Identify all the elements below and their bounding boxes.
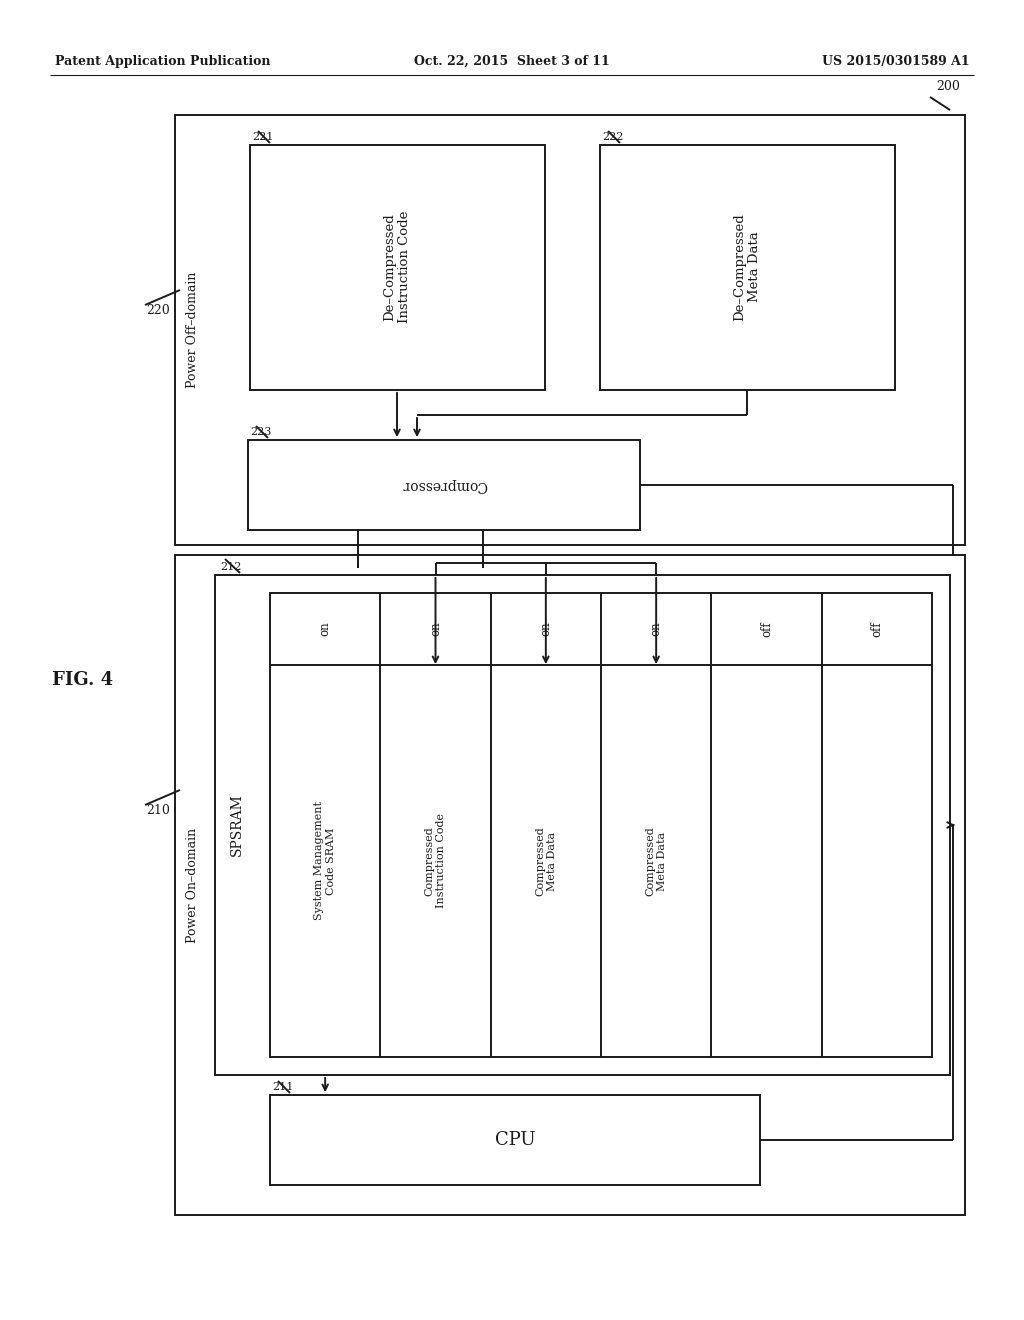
Bar [250, 145, 545, 389]
Text: 223: 223 [250, 426, 271, 437]
Text: Compressed
Meta Data: Compressed Meta Data [535, 826, 557, 896]
Text: Oct. 22, 2015  Sheet 3 of 11: Oct. 22, 2015 Sheet 3 of 11 [414, 55, 610, 69]
Text: 222: 222 [602, 132, 624, 143]
Text: on: on [540, 622, 552, 636]
Text: FIG. 4: FIG. 4 [52, 671, 113, 689]
Text: De–Compressed
Meta Data: De–Compressed Meta Data [733, 213, 761, 321]
Bar [175, 115, 965, 545]
Text: System Management
Code SRAM: System Management Code SRAM [314, 801, 336, 920]
Text: 210: 210 [146, 804, 170, 817]
Text: De–Compressed
Instruction Code: De–Compressed Instruction Code [383, 211, 411, 323]
Text: 221: 221 [252, 132, 273, 143]
Text: 220: 220 [146, 304, 170, 317]
Text: US 2015/0301589 A1: US 2015/0301589 A1 [822, 55, 970, 69]
Bar [248, 440, 640, 531]
Text: Compressed
Instruction Code: Compressed Instruction Code [425, 813, 446, 908]
Text: 212: 212 [220, 562, 242, 572]
Text: Patent Application Publication: Patent Application Publication [55, 55, 270, 69]
Text: SPSRAM: SPSRAM [230, 793, 244, 857]
Text: on: on [429, 622, 442, 636]
Bar [215, 576, 950, 1074]
Text: on: on [649, 622, 663, 636]
Text: Compressor: Compressor [401, 478, 486, 492]
Text: off: off [760, 622, 773, 636]
Bar [600, 145, 895, 389]
Text: 211: 211 [272, 1082, 293, 1092]
Bar [270, 1096, 760, 1185]
Bar [270, 593, 932, 1057]
Text: CPU: CPU [495, 1131, 536, 1148]
Text: off: off [870, 622, 884, 636]
Text: Compressed
Meta Data: Compressed Meta Data [645, 826, 667, 896]
Bar [175, 554, 965, 1214]
Text: 200: 200 [936, 81, 961, 92]
Text: Power Off–domain: Power Off–domain [186, 272, 200, 388]
Text: Power On–domain: Power On–domain [186, 828, 200, 942]
Text: on: on [318, 622, 332, 636]
